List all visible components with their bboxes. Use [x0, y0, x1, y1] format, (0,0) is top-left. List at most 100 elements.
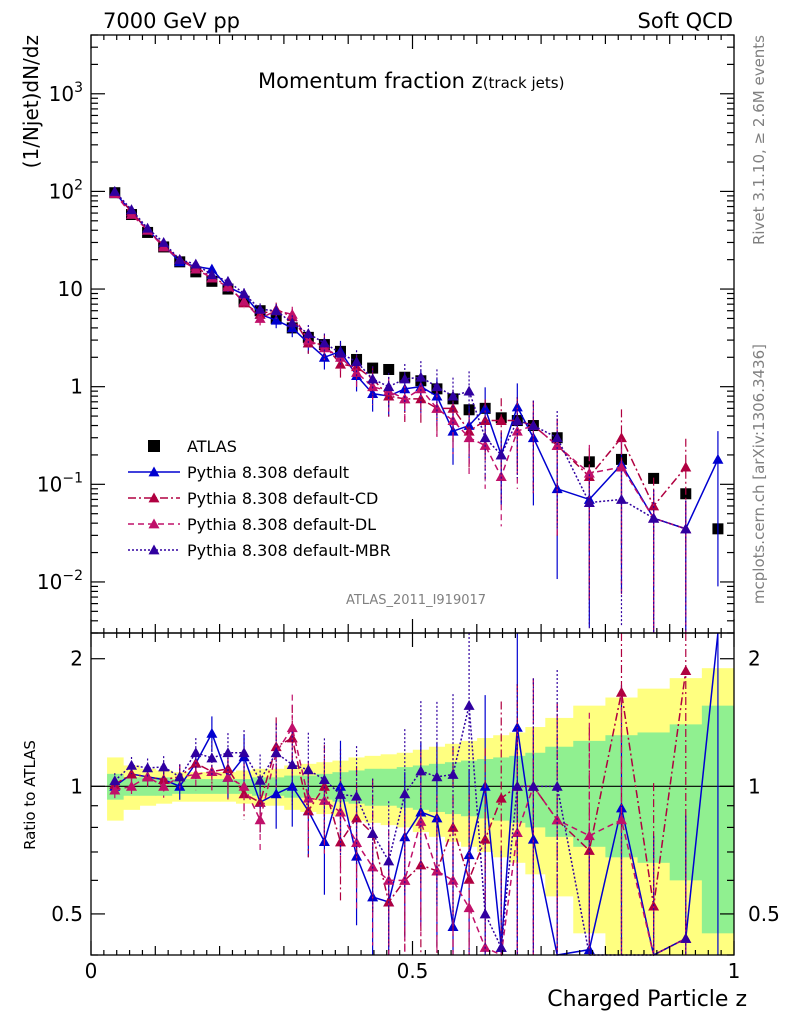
ratio-point — [206, 766, 218, 776]
y-tick-label: 103 — [49, 80, 83, 106]
series-point — [680, 523, 692, 534]
ratio-point — [479, 908, 491, 919]
ratio-point — [318, 774, 330, 785]
ratio-point — [495, 792, 507, 803]
plot-title: Momentum fraction z(track jets) — [258, 69, 564, 93]
ratio-point — [415, 815, 427, 826]
ratio-point — [158, 780, 170, 791]
series-point — [238, 295, 250, 306]
series-line — [114, 190, 687, 530]
legend: ATLAS Pythia 8.308 default Pythia 8.308 de… — [128, 437, 391, 560]
ratio-point — [126, 759, 138, 770]
ratio-panel-series — [109, 632, 719, 957]
y-tick-label: 10−1 — [37, 470, 83, 496]
ratio-point — [334, 789, 346, 799]
ratio-point — [174, 771, 186, 782]
series-point — [206, 263, 218, 274]
y-tick-label: 10−2 — [37, 568, 83, 594]
series-point — [415, 383, 427, 394]
ratio-point — [270, 788, 282, 799]
series-point — [286, 308, 298, 319]
series-point — [415, 371, 427, 382]
series-point — [142, 222, 154, 233]
atlas-point — [383, 363, 395, 375]
ratio-point — [511, 780, 523, 791]
series-point — [495, 471, 507, 481]
ratio-point — [254, 774, 266, 785]
series-point — [367, 381, 379, 392]
ratio-point — [463, 873, 475, 884]
series-point — [615, 432, 627, 443]
series-point — [495, 449, 507, 460]
y-tick-label: 1 — [70, 375, 83, 399]
ratio-point — [222, 747, 234, 758]
ratio-point — [109, 775, 121, 786]
series-point — [254, 312, 266, 323]
legend-label: Pythia 8.308 default-DL — [187, 515, 376, 534]
x-axis-label: Charged Particle z — [547, 987, 747, 1012]
ratio-point — [495, 941, 507, 952]
legend-label: ATLAS — [187, 437, 237, 456]
ratio-point — [383, 855, 395, 866]
ratio-point — [286, 780, 298, 791]
ratio-point — [551, 780, 563, 791]
series-point — [551, 432, 563, 443]
series-point — [126, 204, 138, 215]
series-point — [109, 185, 121, 196]
legend-label: Pythia 8.308 default-MBR — [187, 541, 391, 560]
series-point — [431, 381, 443, 392]
ratio-point — [583, 830, 595, 841]
ratio-point — [615, 814, 627, 825]
series-point — [222, 281, 234, 292]
legend-entry: Pythia 8.308 default — [128, 463, 349, 482]
series-point — [334, 347, 346, 358]
series-point — [431, 402, 443, 413]
ratio-point — [238, 788, 250, 799]
legend-entry: Pythia 8.308 default-MBR — [128, 541, 391, 560]
series-point — [174, 254, 186, 265]
legend-entry: ATLAS — [148, 437, 237, 456]
ratio-point — [527, 780, 539, 791]
ratio-point — [415, 765, 427, 776]
ratio-point — [463, 699, 475, 710]
legend-label: Pythia 8.308 default-CD — [187, 489, 378, 508]
ratio-point — [367, 827, 379, 838]
ratio-point — [511, 721, 523, 732]
series-point — [190, 263, 202, 274]
series-point — [190, 258, 202, 269]
atlas-point — [583, 456, 595, 468]
main-panel-series — [109, 185, 724, 633]
ratio-point — [383, 874, 395, 885]
series-point — [286, 317, 298, 328]
series-point — [367, 388, 379, 398]
ratio-y-tick-label: 2 — [748, 647, 761, 671]
ratio-series-4 — [109, 633, 692, 956]
ratio-point — [367, 861, 379, 872]
series-point — [447, 390, 459, 401]
x-tick-label: 1 — [728, 959, 741, 983]
series-point — [447, 425, 459, 436]
y-tick-label: 102 — [49, 177, 83, 203]
ratio-point — [190, 747, 202, 758]
ratio-point — [318, 780, 330, 791]
series-point — [648, 512, 660, 523]
series-point — [206, 269, 218, 280]
series-4 — [109, 185, 692, 633]
ratio-point — [254, 796, 266, 807]
ratio-point — [286, 722, 298, 733]
series-point — [479, 415, 491, 425]
ratio-point — [399, 788, 411, 799]
mcplots-label: mcplots.cern.ch [arXiv:1306.3436] — [750, 344, 768, 604]
ratio-point — [680, 933, 692, 943]
series-point — [367, 373, 379, 384]
ratio-point — [399, 874, 411, 885]
ratio-y-axis-label: Ratio to ATLAS — [21, 740, 39, 850]
series-point — [712, 453, 724, 464]
series-point — [583, 467, 595, 478]
legend-entry: Pythia 8.308 default-DL — [128, 515, 376, 534]
ratio-point — [286, 759, 298, 770]
series-point — [615, 493, 627, 504]
series-point — [479, 402, 491, 413]
series-point — [463, 432, 475, 443]
